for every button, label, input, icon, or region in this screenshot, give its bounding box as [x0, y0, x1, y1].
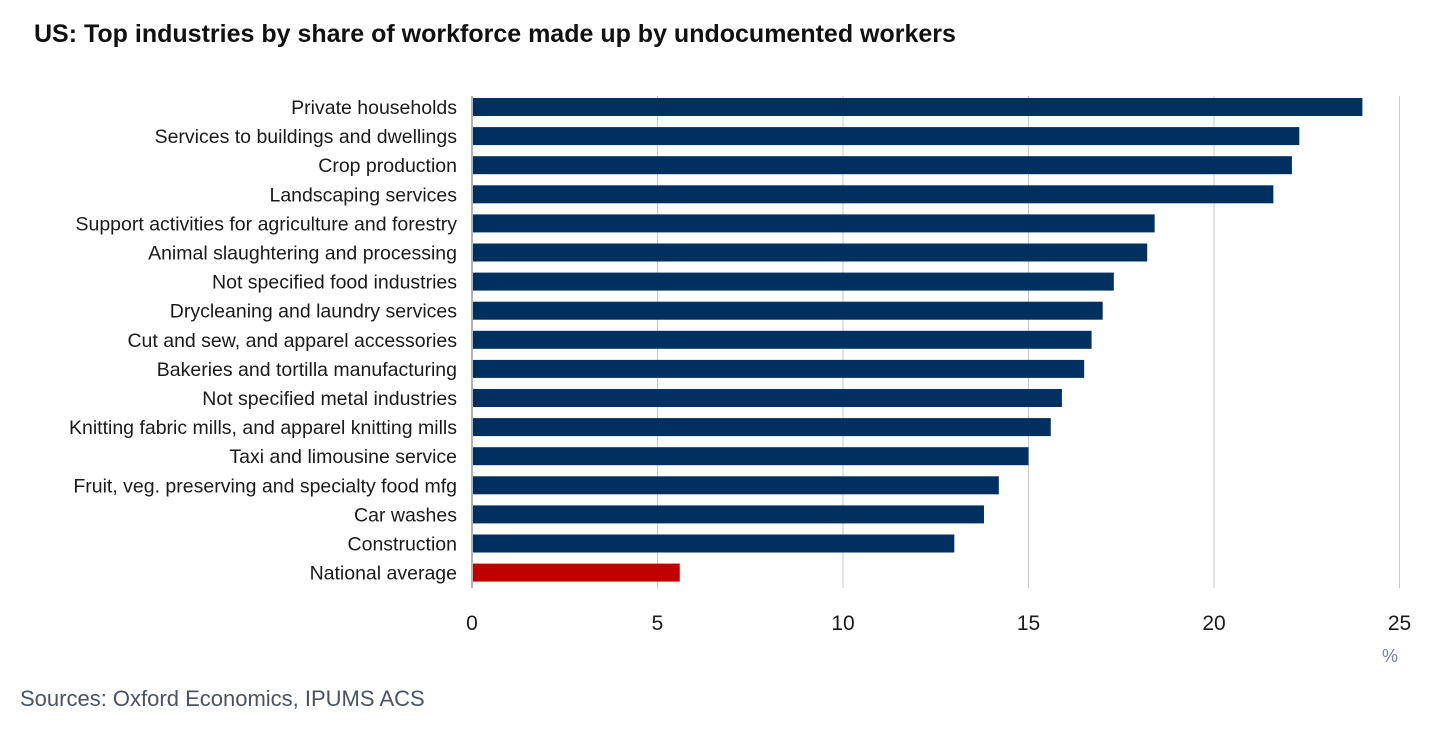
- category-label: Landscaping services: [269, 184, 457, 206]
- x-axis-unit: %: [1382, 646, 1398, 666]
- bar: [473, 505, 984, 524]
- x-tick-label: 0: [466, 612, 478, 635]
- category-label: Crop production: [318, 155, 457, 177]
- category-label: Construction: [348, 534, 457, 556]
- category-label: Services to buildings and dwellings: [155, 126, 458, 148]
- chart-title: US: Top industries by share of workforce…: [34, 20, 956, 48]
- category-label: Support activities for agriculture and f…: [75, 213, 457, 235]
- bar: [473, 330, 1092, 349]
- category-label: Knitting fabric mills, and apparel knitt…: [69, 417, 457, 439]
- bar: [473, 243, 1148, 262]
- category-label: National average: [310, 563, 457, 585]
- bar: [473, 476, 999, 495]
- category-label: Bakeries and tortilla manufacturing: [157, 359, 457, 381]
- bar: [473, 447, 1029, 466]
- category-label: Animal slaughtering and processing: [148, 243, 457, 265]
- bar: [473, 156, 1292, 175]
- bar-chart: Private households Services to buildings …: [69, 96, 1411, 666]
- x-axis-ticks: 0 5 10 15 20 25: [466, 612, 1411, 635]
- bar: [473, 389, 1062, 407]
- x-tick-label: 15: [1017, 612, 1040, 635]
- x-tick-label: 20: [1202, 612, 1225, 635]
- source-note: Sources: Oxford Economics, IPUMS ACS: [20, 686, 425, 711]
- bar: [473, 127, 1300, 146]
- category-label: Taxi and limousine service: [229, 446, 457, 468]
- bar: [473, 98, 1363, 116]
- bar: [473, 214, 1155, 233]
- bar: [473, 301, 1103, 320]
- x-tick-label: 5: [652, 612, 664, 635]
- category-labels: Private households Services to buildings …: [69, 97, 457, 585]
- category-label: Not specified food industries: [212, 272, 457, 294]
- x-tick-label: 25: [1388, 612, 1411, 635]
- bar: [473, 534, 955, 553]
- category-label: Not specified metal industries: [202, 388, 457, 410]
- category-label: Car washes: [354, 504, 457, 526]
- category-label: Cut and sew, and apparel accessories: [127, 330, 457, 352]
- category-label: Private households: [291, 97, 457, 119]
- category-label: Drycleaning and laundry services: [170, 301, 457, 323]
- x-tick-label: 10: [831, 612, 854, 635]
- bar: [473, 185, 1274, 204]
- bar: [473, 359, 1085, 378]
- category-label: Fruit, veg. preserving and specialty foo…: [73, 475, 457, 497]
- bar: [473, 563, 680, 582]
- bar: [473, 272, 1114, 291]
- bars: [473, 98, 1363, 582]
- bar: [473, 418, 1051, 437]
